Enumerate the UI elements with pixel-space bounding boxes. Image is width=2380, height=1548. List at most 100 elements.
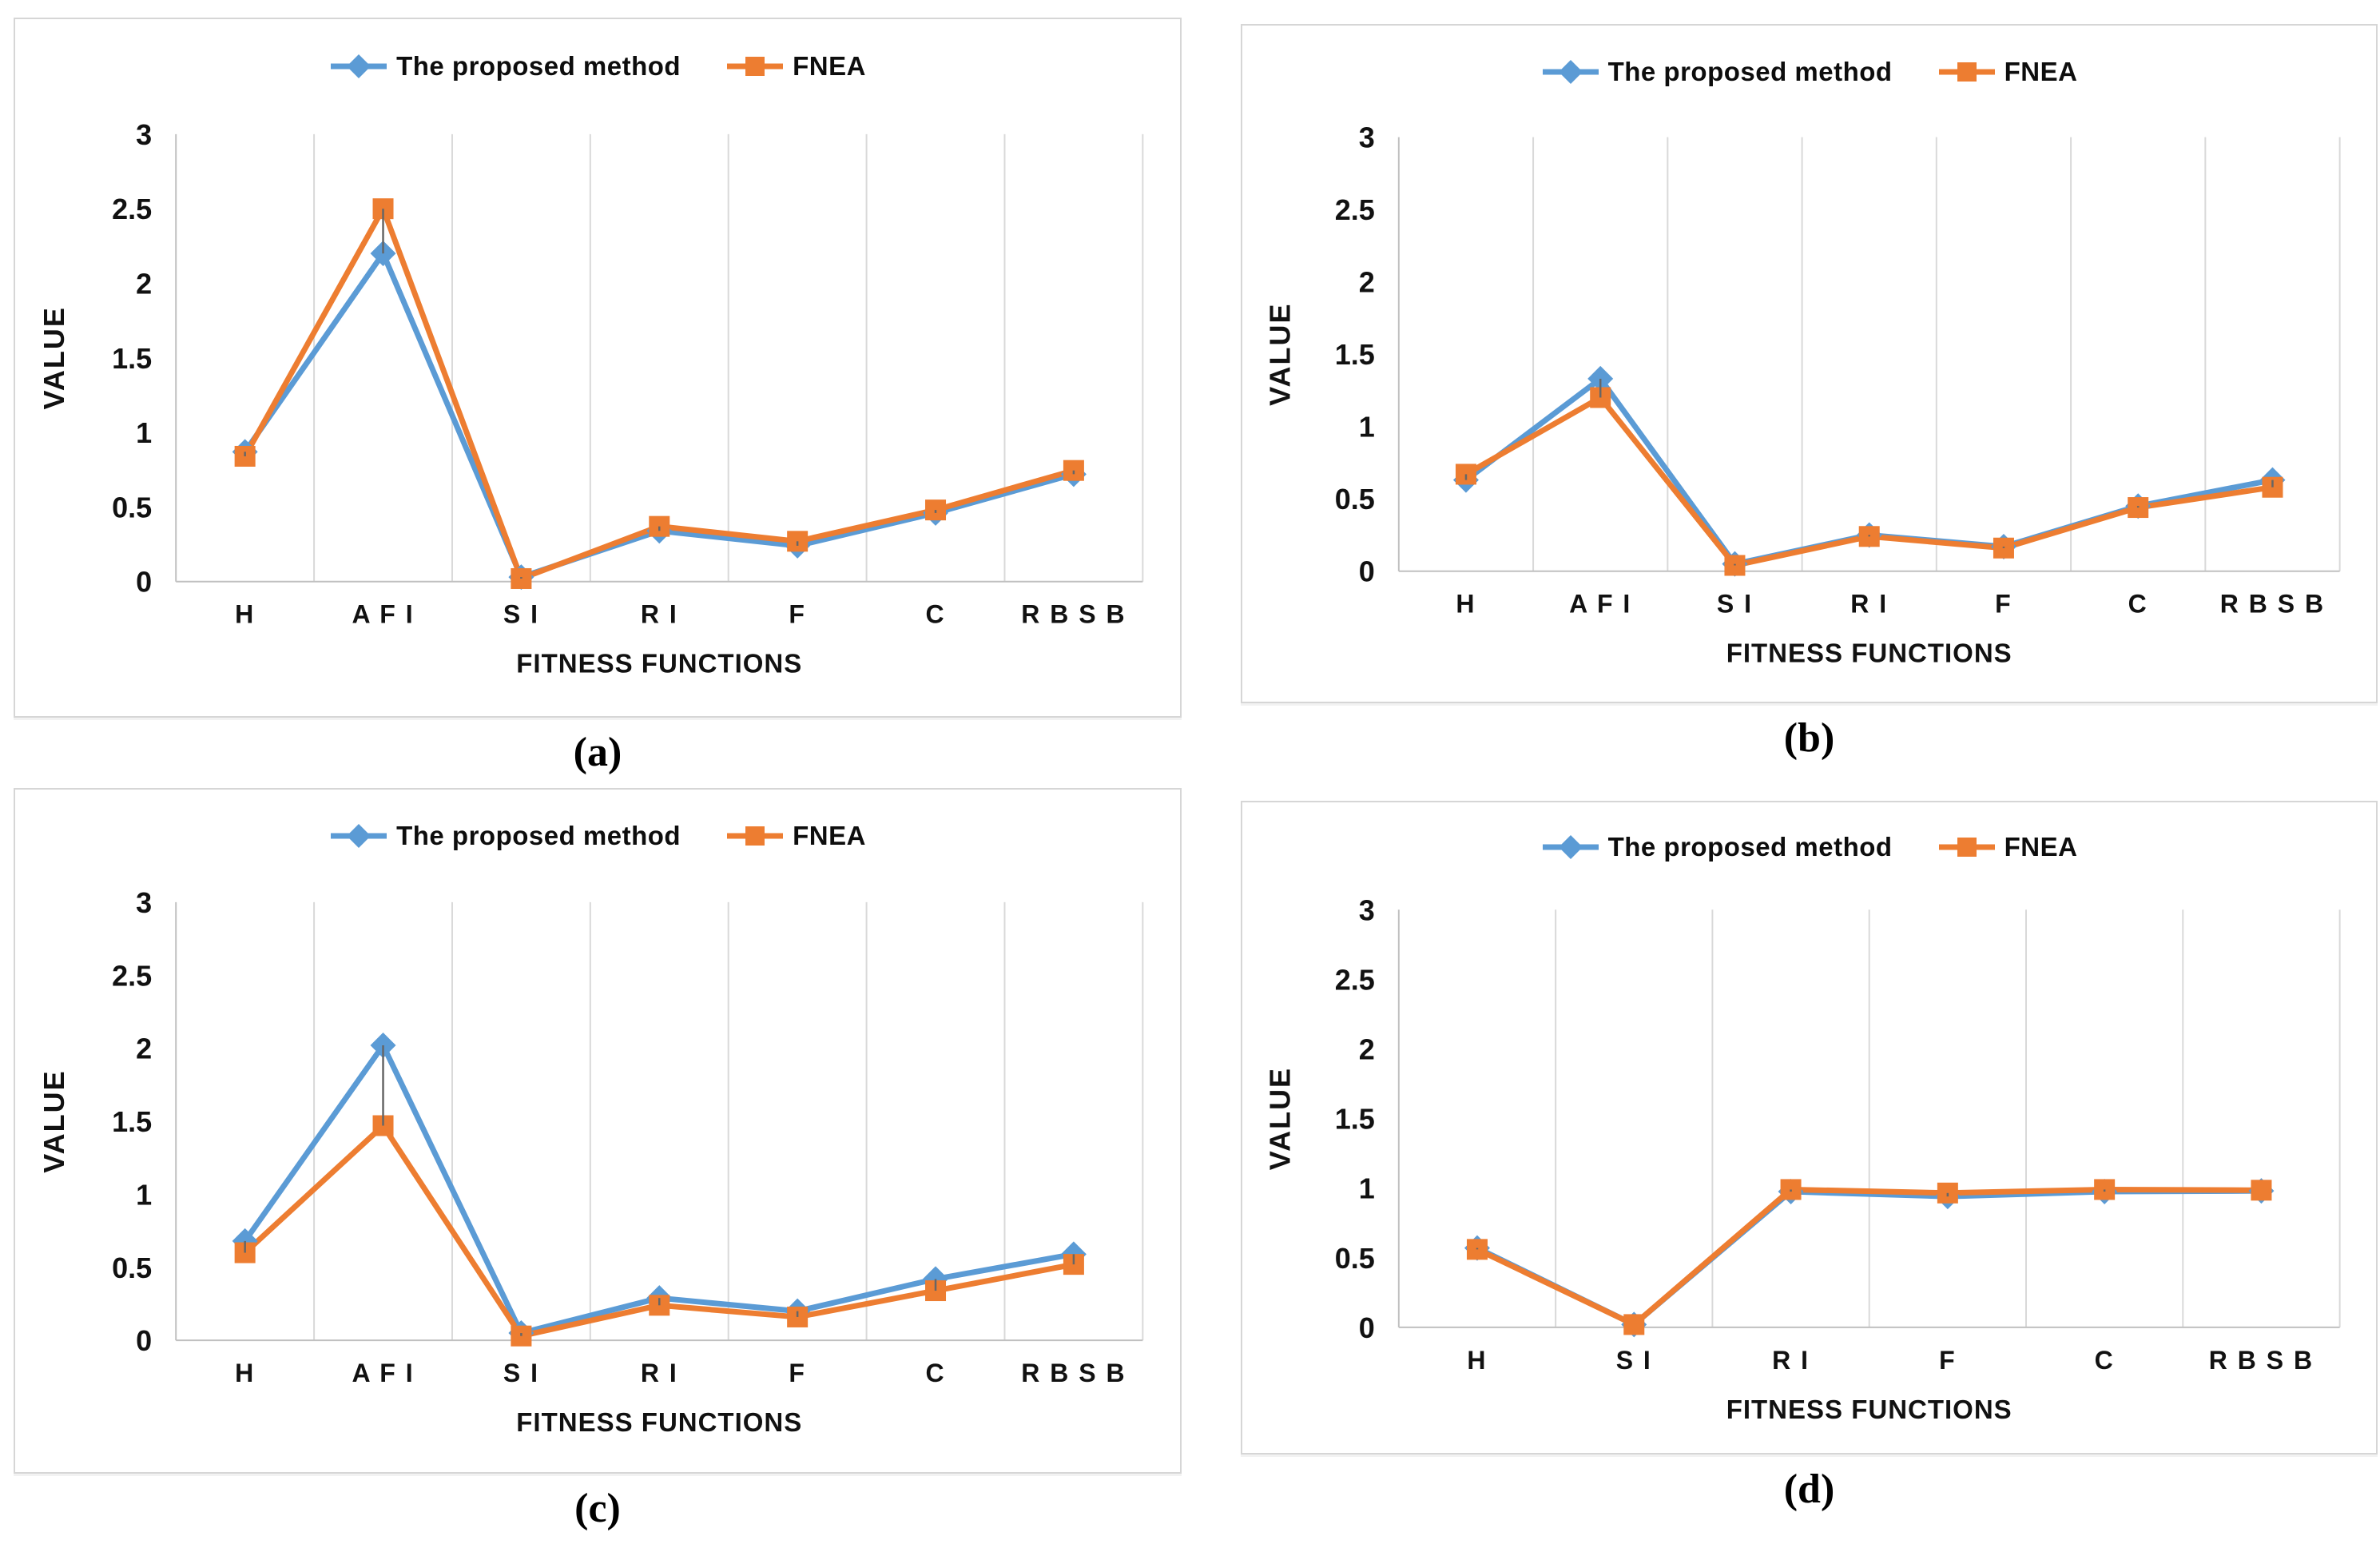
category-label: S I <box>503 600 539 629</box>
legend-item-fnea: FNEA <box>725 821 866 851</box>
y-tick-label: 2.5 <box>112 959 152 992</box>
y-tick-label: 1 <box>136 1178 152 1211</box>
legend-label-proposed: The proposed method <box>1607 832 1893 862</box>
y-tick-label: 2 <box>136 267 152 300</box>
y-tick-label: 3 <box>136 886 152 919</box>
fnea-line-marker-icon <box>1938 62 1995 82</box>
proposed-line-marker-icon <box>331 54 387 79</box>
marker-fnea <box>1623 1314 1645 1335</box>
category-label: A F I <box>352 1359 414 1387</box>
category-label: R B S B <box>2220 590 2325 619</box>
chart-figure-c: The proposed method FNEA 0 0.5 1 1.5 2 2.5 3 H A… <box>14 788 1182 1532</box>
y-tick-label: 1.5 <box>112 1105 152 1138</box>
y-tick-label: 0.5 <box>112 491 152 523</box>
y-tick-label: 0 <box>1359 1311 1375 1344</box>
plot-area: 0 0.5 1 1.5 2 2.5 3 H A F I S I R I F C R B S B FITNES… <box>38 886 1144 1437</box>
y-tick-label: 3 <box>1359 893 1375 926</box>
chart-caption: (d) <box>1783 1466 1835 1512</box>
legend-item-proposed: The proposed method <box>1541 57 1893 87</box>
legend-label-fnea: FNEA <box>2004 56 2078 86</box>
x-axis-title: FITNESS FUNCTIONS <box>516 649 802 678</box>
y-tick-label: 2.5 <box>1335 963 1375 996</box>
y-tick-label: 3 <box>1359 121 1375 154</box>
category-label: F <box>1995 590 2012 619</box>
plot-area: 0 0.5 1 1.5 2 2.5 3 H A F I S I R I F C R B S B FITNES… <box>1264 121 2341 668</box>
legend-item-fnea: FNEA <box>1937 57 2078 87</box>
legend-label-fnea: FNEA <box>793 51 866 82</box>
chart-panel: The proposed method FNEA 0 0.5 1 1.5 2 2.5 3 H A… <box>14 788 1182 1474</box>
category-label: H <box>1467 1346 1487 1375</box>
proposed-line-marker-icon <box>1542 59 1599 84</box>
legend-label-proposed: The proposed method <box>396 51 681 82</box>
legend-label-fnea: FNEA <box>2004 832 2078 862</box>
marker-proposed <box>370 1033 396 1059</box>
legend-item-fnea: FNEA <box>1937 832 2078 862</box>
legend-label-proposed: The proposed method <box>396 821 681 851</box>
category-label: C <box>925 600 945 629</box>
chart-legend: The proposed method FNEA <box>1242 57 2376 87</box>
category-label: F <box>789 600 806 629</box>
legend-item-fnea: FNEA <box>725 51 866 82</box>
y-tick-label: 1.5 <box>1335 338 1375 371</box>
y-axis-title: VALUE <box>38 1069 70 1172</box>
category-label: C <box>2128 590 2148 619</box>
legend-item-proposed: The proposed method <box>329 51 681 82</box>
category-label: S I <box>503 1359 539 1387</box>
y-tick-label: 0 <box>1359 555 1375 588</box>
x-axis-title: FITNESS FUNCTIONS <box>1726 1395 2012 1424</box>
proposed-line-marker-icon <box>1542 835 1599 860</box>
category-label: R B S B <box>1021 600 1126 629</box>
category-label: R I <box>1772 1346 1810 1375</box>
chart-caption: (a) <box>573 730 622 775</box>
y-tick-label: 2 <box>1359 1033 1375 1066</box>
category-label: R I <box>1850 590 1888 619</box>
y-tick-label: 2 <box>136 1033 152 1065</box>
y-tick-label: 2 <box>1359 266 1375 299</box>
category-label: R B S B <box>2209 1346 2314 1375</box>
category-label: S I <box>1616 1346 1652 1375</box>
y-tick-label: 1 <box>1359 1172 1375 1205</box>
y-tick-label: 1 <box>1359 411 1375 444</box>
chart-figure-a: The proposed method FNEA 0 0.5 1 1.5 2 2.5 3 H A… <box>14 18 1182 776</box>
y-tick-label: 3 <box>136 118 152 151</box>
plot-area: 0 0.5 1 1.5 2 2.5 3 H S I R I F C R B S B FITNESS FUN… <box>1264 893 2341 1424</box>
proposed-line-marker-icon <box>331 824 387 849</box>
category-label: C <box>925 1359 945 1387</box>
marker-fnea <box>1937 1182 1958 1204</box>
chart-figure-d: The proposed method FNEA 0 0.5 1 1.5 2 2.5 3 H S… <box>1241 801 2378 1513</box>
y-tick-label: 0 <box>136 1324 152 1357</box>
y-tick-label: 0 <box>136 566 152 599</box>
legend-label-proposed: The proposed method <box>1607 56 1893 86</box>
category-label: R I <box>641 1359 678 1387</box>
y-axis-title: VALUE <box>1264 1067 1297 1170</box>
chart-panel: The proposed method FNEA 0 0.5 1 1.5 2 2.5 3 H A… <box>1241 24 2378 703</box>
category-label: H <box>235 600 255 629</box>
fnea-line-marker-icon <box>727 57 784 77</box>
legend-item-proposed: The proposed method <box>1541 832 1893 862</box>
category-label: F <box>789 1359 806 1387</box>
y-tick-label: 2.5 <box>1335 193 1375 226</box>
y-tick-label: 0.5 <box>112 1252 152 1284</box>
y-tick-label: 1.5 <box>1335 1103 1375 1136</box>
x-axis-title: FITNESS FUNCTIONS <box>1726 639 2012 668</box>
category-label: H <box>1456 590 1476 619</box>
y-axis-title: VALUE <box>38 306 70 409</box>
chart-figure-b: The proposed method FNEA 0 0.5 1 1.5 2 2.5 3 H A… <box>1241 24 2378 762</box>
category-label: R I <box>641 600 678 629</box>
y-tick-label: 2.5 <box>112 193 152 225</box>
chart-caption: (c) <box>574 1486 621 1531</box>
chart-legend: The proposed method FNEA <box>15 51 1180 82</box>
category-label: H <box>235 1359 255 1387</box>
x-axis-title: FITNESS FUNCTIONS <box>516 1407 802 1437</box>
category-label: C <box>2095 1346 2115 1375</box>
chart-caption: (b) <box>1783 715 1835 761</box>
category-label: A F I <box>352 600 414 629</box>
category-label: A F I <box>1569 590 1631 619</box>
y-tick-label: 0.5 <box>1335 483 1375 515</box>
y-tick-label: 1.5 <box>112 342 152 375</box>
legend-item-proposed: The proposed method <box>329 821 681 851</box>
y-tick-label: 0.5 <box>1335 1242 1375 1275</box>
category-label: S I <box>1717 590 1753 619</box>
marker-fnea <box>2251 1180 2272 1201</box>
